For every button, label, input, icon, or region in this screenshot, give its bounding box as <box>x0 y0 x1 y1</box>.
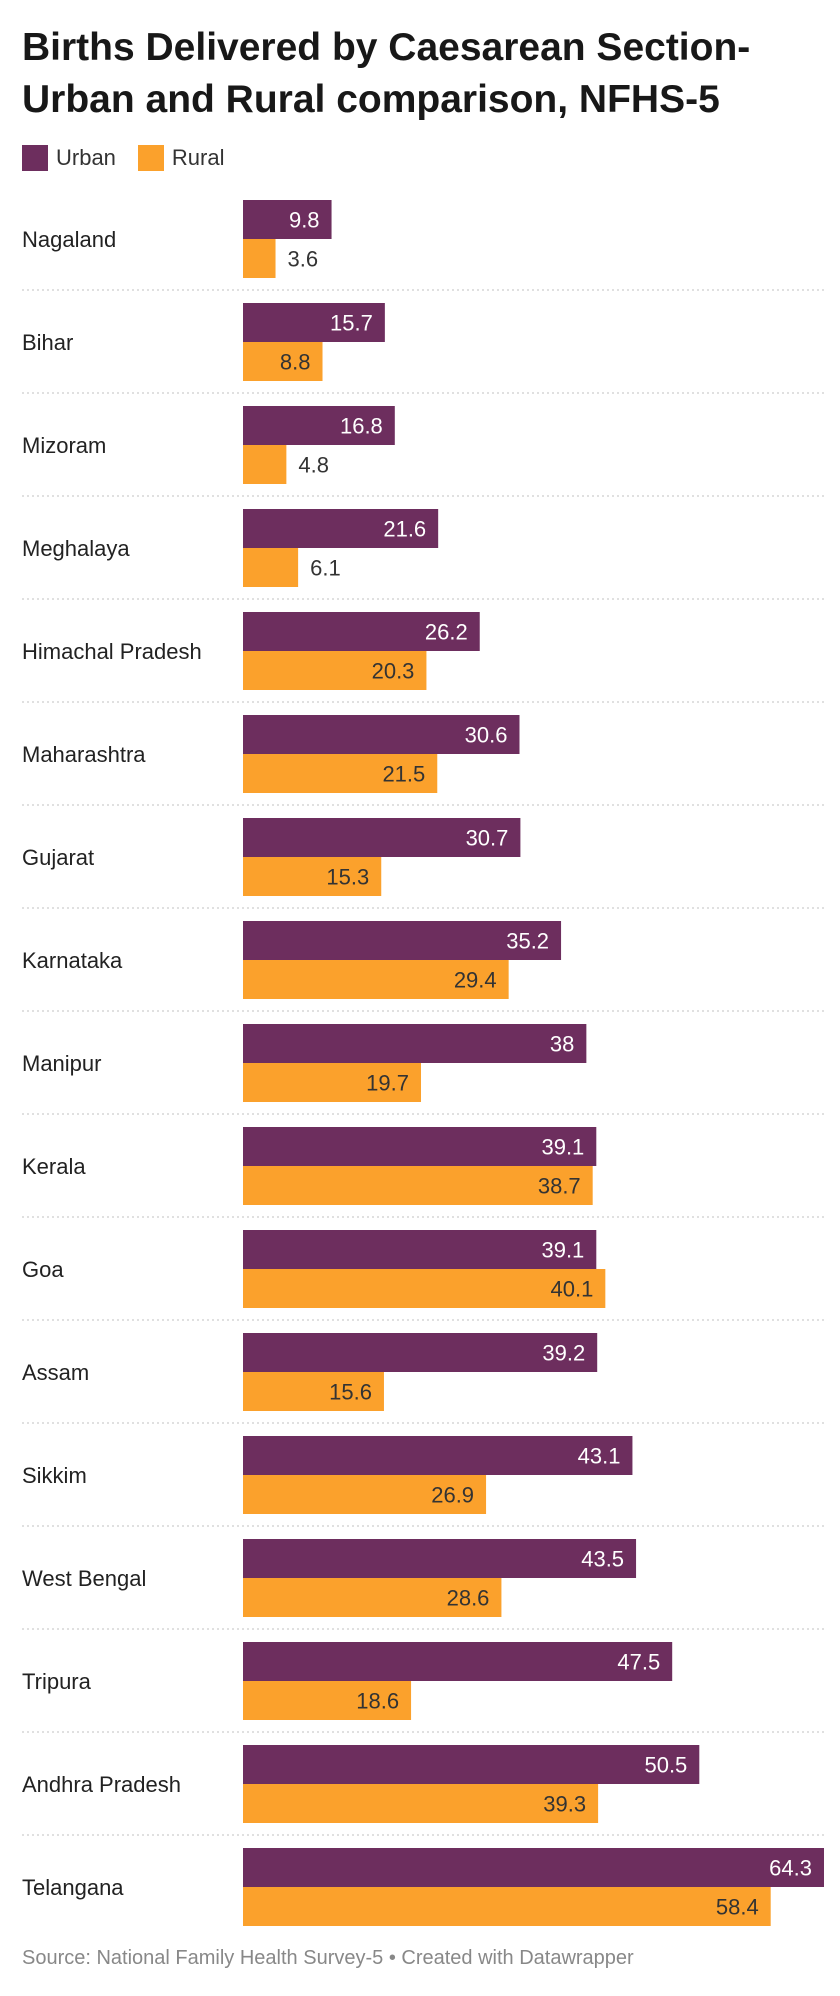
data-label-urban-maharashtra: 30.6 <box>465 723 508 748</box>
bar-rural-meghalaya <box>243 548 299 587</box>
legend-swatch-rural <box>137 145 164 171</box>
category-label-nagaland: Nagaland <box>22 227 116 252</box>
data-label-urban-assam: 39.2 <box>542 1341 585 1366</box>
data-label-rural-nagaland: 3.6 <box>288 247 319 272</box>
bar-chart: Nagaland 9.8 3.6 Bihar 15.7 8.8 Mizoram 16.8 4.8… <box>22 200 824 1926</box>
category-label-west-bengal: West Bengal <box>22 1566 146 1591</box>
data-label-rural-mizoram: 4.8 <box>298 453 329 478</box>
category-label-karnataka: Karnataka <box>22 948 123 973</box>
legend-item-rural: Rural <box>137 145 225 171</box>
bar-rural-maharashtra <box>243 754 438 793</box>
category-label-telangana: Telangana <box>22 1875 124 1900</box>
category-label-gujarat: Gujarat <box>22 845 94 870</box>
data-label-urban-karnataka: 35.2 <box>506 929 549 954</box>
data-label-urban-himachal-pradesh: 26.2 <box>425 620 468 645</box>
bar-rural-sikkim <box>243 1475 487 1514</box>
category-label-kerala: Kerala <box>22 1154 86 1179</box>
category-label-goa: Goa <box>22 1257 64 1282</box>
bar-rural-west-bengal <box>243 1578 502 1617</box>
bar-rural-mizoram <box>243 445 287 484</box>
bar-urban-telangana <box>243 1848 824 1887</box>
category-label-bihar: Bihar <box>22 330 73 355</box>
bar-urban-sikkim <box>243 1436 633 1475</box>
bar-rural-goa <box>243 1269 606 1308</box>
data-label-urban-mizoram: 16.8 <box>340 414 383 439</box>
category-label-maharashtra: Maharashtra <box>22 742 146 767</box>
data-label-urban-sikkim: 43.1 <box>578 1444 621 1469</box>
source-note: Source: National Family Health Survey-5 … <box>22 1947 634 1969</box>
category-label-tripura: Tripura <box>22 1669 92 1694</box>
data-label-rural-west-bengal: 28.6 <box>447 1586 490 1611</box>
chart-title: Births Delivered by Caesarean Section- U… <box>22 26 751 121</box>
bar-rural-karnataka <box>243 960 509 999</box>
category-label-manipur: Manipur <box>22 1051 101 1076</box>
category-label-assam: Assam <box>22 1360 89 1385</box>
data-label-urban-west-bengal: 43.5 <box>581 1547 624 1572</box>
data-label-rural-andhra-pradesh: 39.3 <box>543 1792 586 1817</box>
data-label-urban-telangana: 64.3 <box>769 1856 812 1881</box>
data-label-rural-kerala: 38.7 <box>538 1174 581 1199</box>
bar-rural-tripura <box>243 1681 412 1720</box>
category-label-sikkim: Sikkim <box>22 1463 87 1488</box>
bar-urban-tripura <box>243 1642 673 1681</box>
data-label-urban-andhra-pradesh: 50.5 <box>644 1753 687 1778</box>
data-label-rural-gujarat: 15.3 <box>326 865 369 890</box>
bar-urban-west-bengal <box>243 1539 637 1578</box>
data-label-rural-bihar: 8.8 <box>280 350 311 375</box>
bar-urban-assam <box>243 1333 598 1372</box>
data-label-rural-assam: 15.6 <box>329 1380 372 1405</box>
data-label-rural-maharashtra: 21.5 <box>382 762 425 787</box>
bar-urban-mizoram <box>243 406 395 445</box>
data-label-urban-meghalaya: 21.6 <box>383 517 426 542</box>
bar-urban-kerala <box>243 1127 597 1166</box>
legend: Urban Rural <box>22 142 247 174</box>
bar-urban-meghalaya <box>243 509 439 548</box>
bar-rural-gujarat <box>243 857 382 896</box>
data-label-urban-manipur: 38 <box>550 1032 574 1057</box>
data-label-rural-himachal-pradesh: 20.3 <box>372 659 415 684</box>
legend-swatch-urban <box>22 145 48 171</box>
bar-rural-nagaland <box>243 239 276 278</box>
data-label-rural-manipur: 19.7 <box>366 1071 409 1096</box>
category-label-himachal-pradesh: Himachal Pradesh <box>22 639 202 664</box>
bar-rural-assam <box>243 1372 384 1411</box>
category-label-meghalaya: Meghalaya <box>22 536 130 561</box>
legend-item-urban: Urban <box>22 145 116 171</box>
bar-urban-bihar <box>243 303 385 342</box>
data-label-urban-tripura: 47.5 <box>617 1650 660 1675</box>
bar-rural-bihar <box>243 342 323 381</box>
bar-urban-nagaland <box>243 200 332 239</box>
data-label-rural-telangana: 58.4 <box>716 1895 759 1920</box>
bar-rural-manipur <box>243 1063 422 1102</box>
data-label-rural-meghalaya: 6.1 <box>310 556 341 581</box>
category-label-andhra-pradesh: Andhra Pradesh <box>22 1772 181 1797</box>
legend-label-urban: Urban <box>56 145 116 170</box>
legend-label-rural: Rural <box>171 145 225 170</box>
bar-urban-andhra-pradesh <box>243 1745 700 1784</box>
bar-rural-himachal-pradesh <box>243 651 427 690</box>
bar-urban-manipur <box>243 1024 587 1063</box>
data-label-urban-kerala: 39.1 <box>541 1135 584 1160</box>
category-label-mizoram: Mizoram <box>22 433 106 458</box>
data-label-rural-goa: 40.1 <box>551 1277 594 1302</box>
bar-rural-kerala <box>243 1166 593 1205</box>
bar-urban-karnataka <box>243 921 562 960</box>
data-label-urban-nagaland: 9.8 <box>289 208 320 233</box>
data-label-urban-gujarat: 30.7 <box>466 826 509 851</box>
bar-urban-himachal-pradesh <box>243 612 480 651</box>
data-label-rural-sikkim: 26.9 <box>431 1483 474 1508</box>
data-label-rural-karnataka: 29.4 <box>454 968 497 993</box>
data-label-rural-tripura: 18.6 <box>356 1689 399 1714</box>
data-label-urban-bihar: 15.7 <box>330 311 373 336</box>
bar-rural-andhra-pradesh <box>243 1784 599 1823</box>
data-label-urban-goa: 39.1 <box>541 1238 584 1263</box>
bar-urban-maharashtra <box>243 715 520 754</box>
bar-urban-goa <box>243 1230 597 1269</box>
bar-rural-telangana <box>243 1887 771 1926</box>
bar-urban-gujarat <box>243 818 521 857</box>
